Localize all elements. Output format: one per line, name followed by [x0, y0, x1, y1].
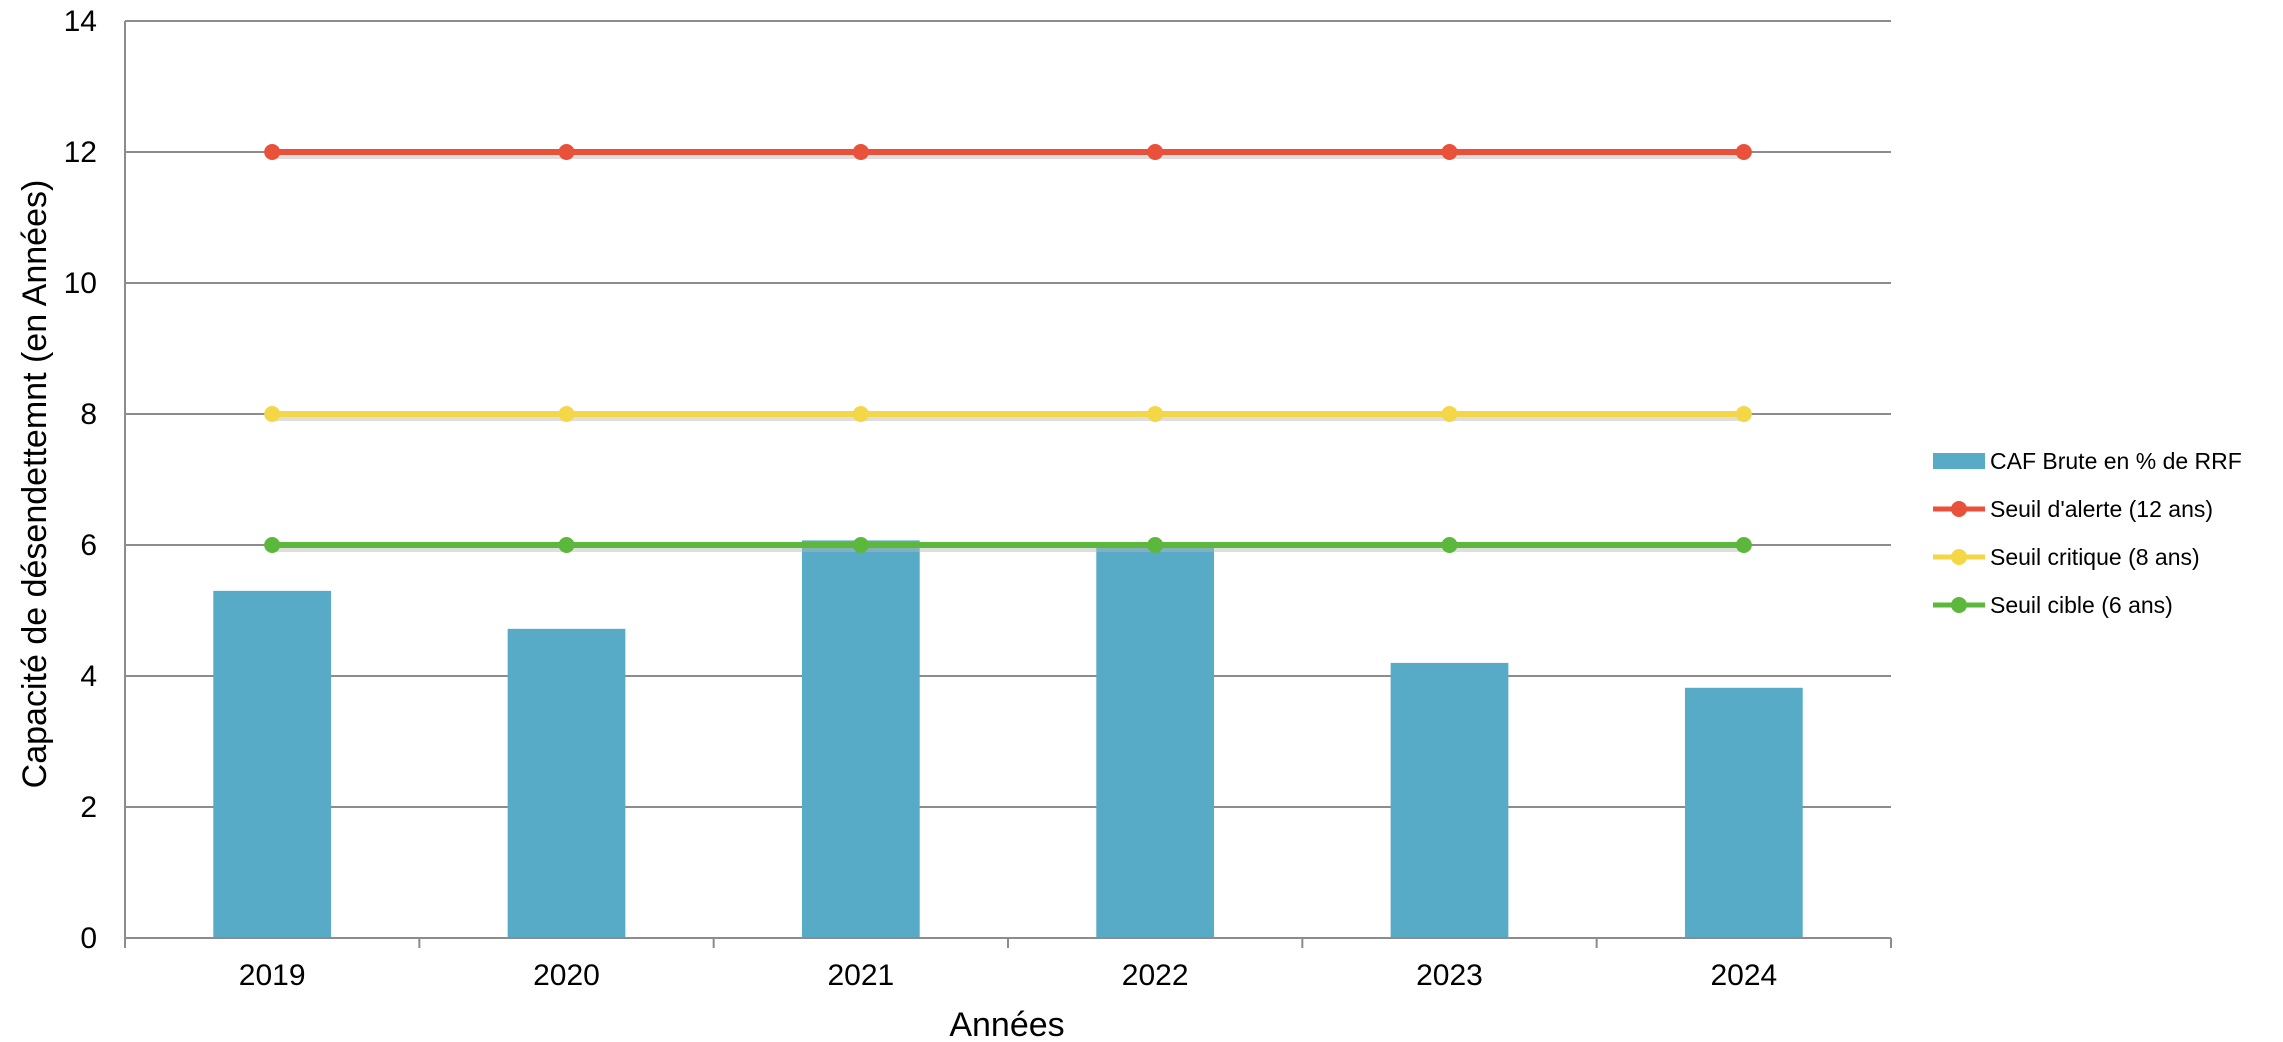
legend-swatch-marker	[1951, 501, 1967, 517]
x-tick-labels: 2019 2020 2021 2022 2023 2024	[239, 959, 1777, 992]
series-point	[1735, 406, 1752, 422]
series-point	[558, 406, 575, 422]
y-tick-label: 0	[80, 922, 97, 955]
y-tick-label: 4	[80, 660, 97, 693]
series-point	[1441, 537, 1458, 553]
x-tick-label: 2022	[1122, 959, 1189, 992]
x-tick-label: 2024	[1710, 959, 1777, 992]
y-tick-labels: 0 2 4 6 8 10 12 14	[64, 5, 97, 955]
series-point	[1147, 537, 1164, 553]
series-point	[264, 406, 281, 422]
y-tick-label: 14	[64, 5, 97, 38]
y-tick-label: 10	[64, 267, 97, 300]
series-point	[558, 144, 575, 160]
series-point	[1147, 406, 1164, 422]
series-point	[1441, 144, 1458, 160]
legend: CAF Brute en % de RRF Seuil d'alerte (12 …	[1933, 448, 2242, 618]
series-point	[852, 406, 869, 422]
series-point	[1735, 144, 1752, 160]
series-point	[852, 144, 869, 160]
legend-label: Seuil cible (6 ans)	[1990, 592, 2173, 618]
series-point	[264, 537, 281, 553]
y-tick-label: 8	[80, 398, 97, 431]
x-tick-label: 2019	[239, 959, 306, 992]
series-point	[1441, 406, 1458, 422]
legend-label: Seuil d'alerte (12 ans)	[1990, 496, 2213, 522]
legend-label: Seuil critique (8 ans)	[1990, 544, 2200, 570]
bar-2021	[801, 540, 920, 938]
series-point	[852, 537, 869, 553]
y-tick-label: 2	[80, 791, 97, 824]
bar-series	[213, 540, 1803, 938]
x-tick-label: 2023	[1416, 959, 1483, 992]
bar-2019	[213, 590, 332, 938]
x-tick-label: 2021	[827, 959, 894, 992]
bar-2020	[507, 628, 626, 938]
x-axis-title: Années	[949, 1006, 1064, 1042]
y-tick-label: 6	[80, 529, 97, 562]
series-point	[264, 144, 281, 160]
bar-2024	[1684, 687, 1803, 938]
series-point	[558, 537, 575, 553]
legend-swatch-marker	[1951, 549, 1967, 565]
threshold-lines	[264, 144, 1752, 553]
x-tick-label: 2020	[533, 959, 600, 992]
bar-2022	[1096, 546, 1215, 938]
legend-label: CAF Brute en % de RRF	[1990, 448, 2242, 474]
bar-2023	[1390, 662, 1509, 938]
legend-swatch-bars	[1933, 453, 1985, 469]
series-point	[1147, 144, 1164, 160]
series-point	[1735, 537, 1752, 553]
y-tick-label: 12	[64, 136, 97, 169]
axes	[124, 21, 1892, 948]
legend-swatch-marker	[1951, 597, 1967, 613]
y-axis-title: Capacité de désendettemnt (en Années)	[16, 180, 54, 789]
